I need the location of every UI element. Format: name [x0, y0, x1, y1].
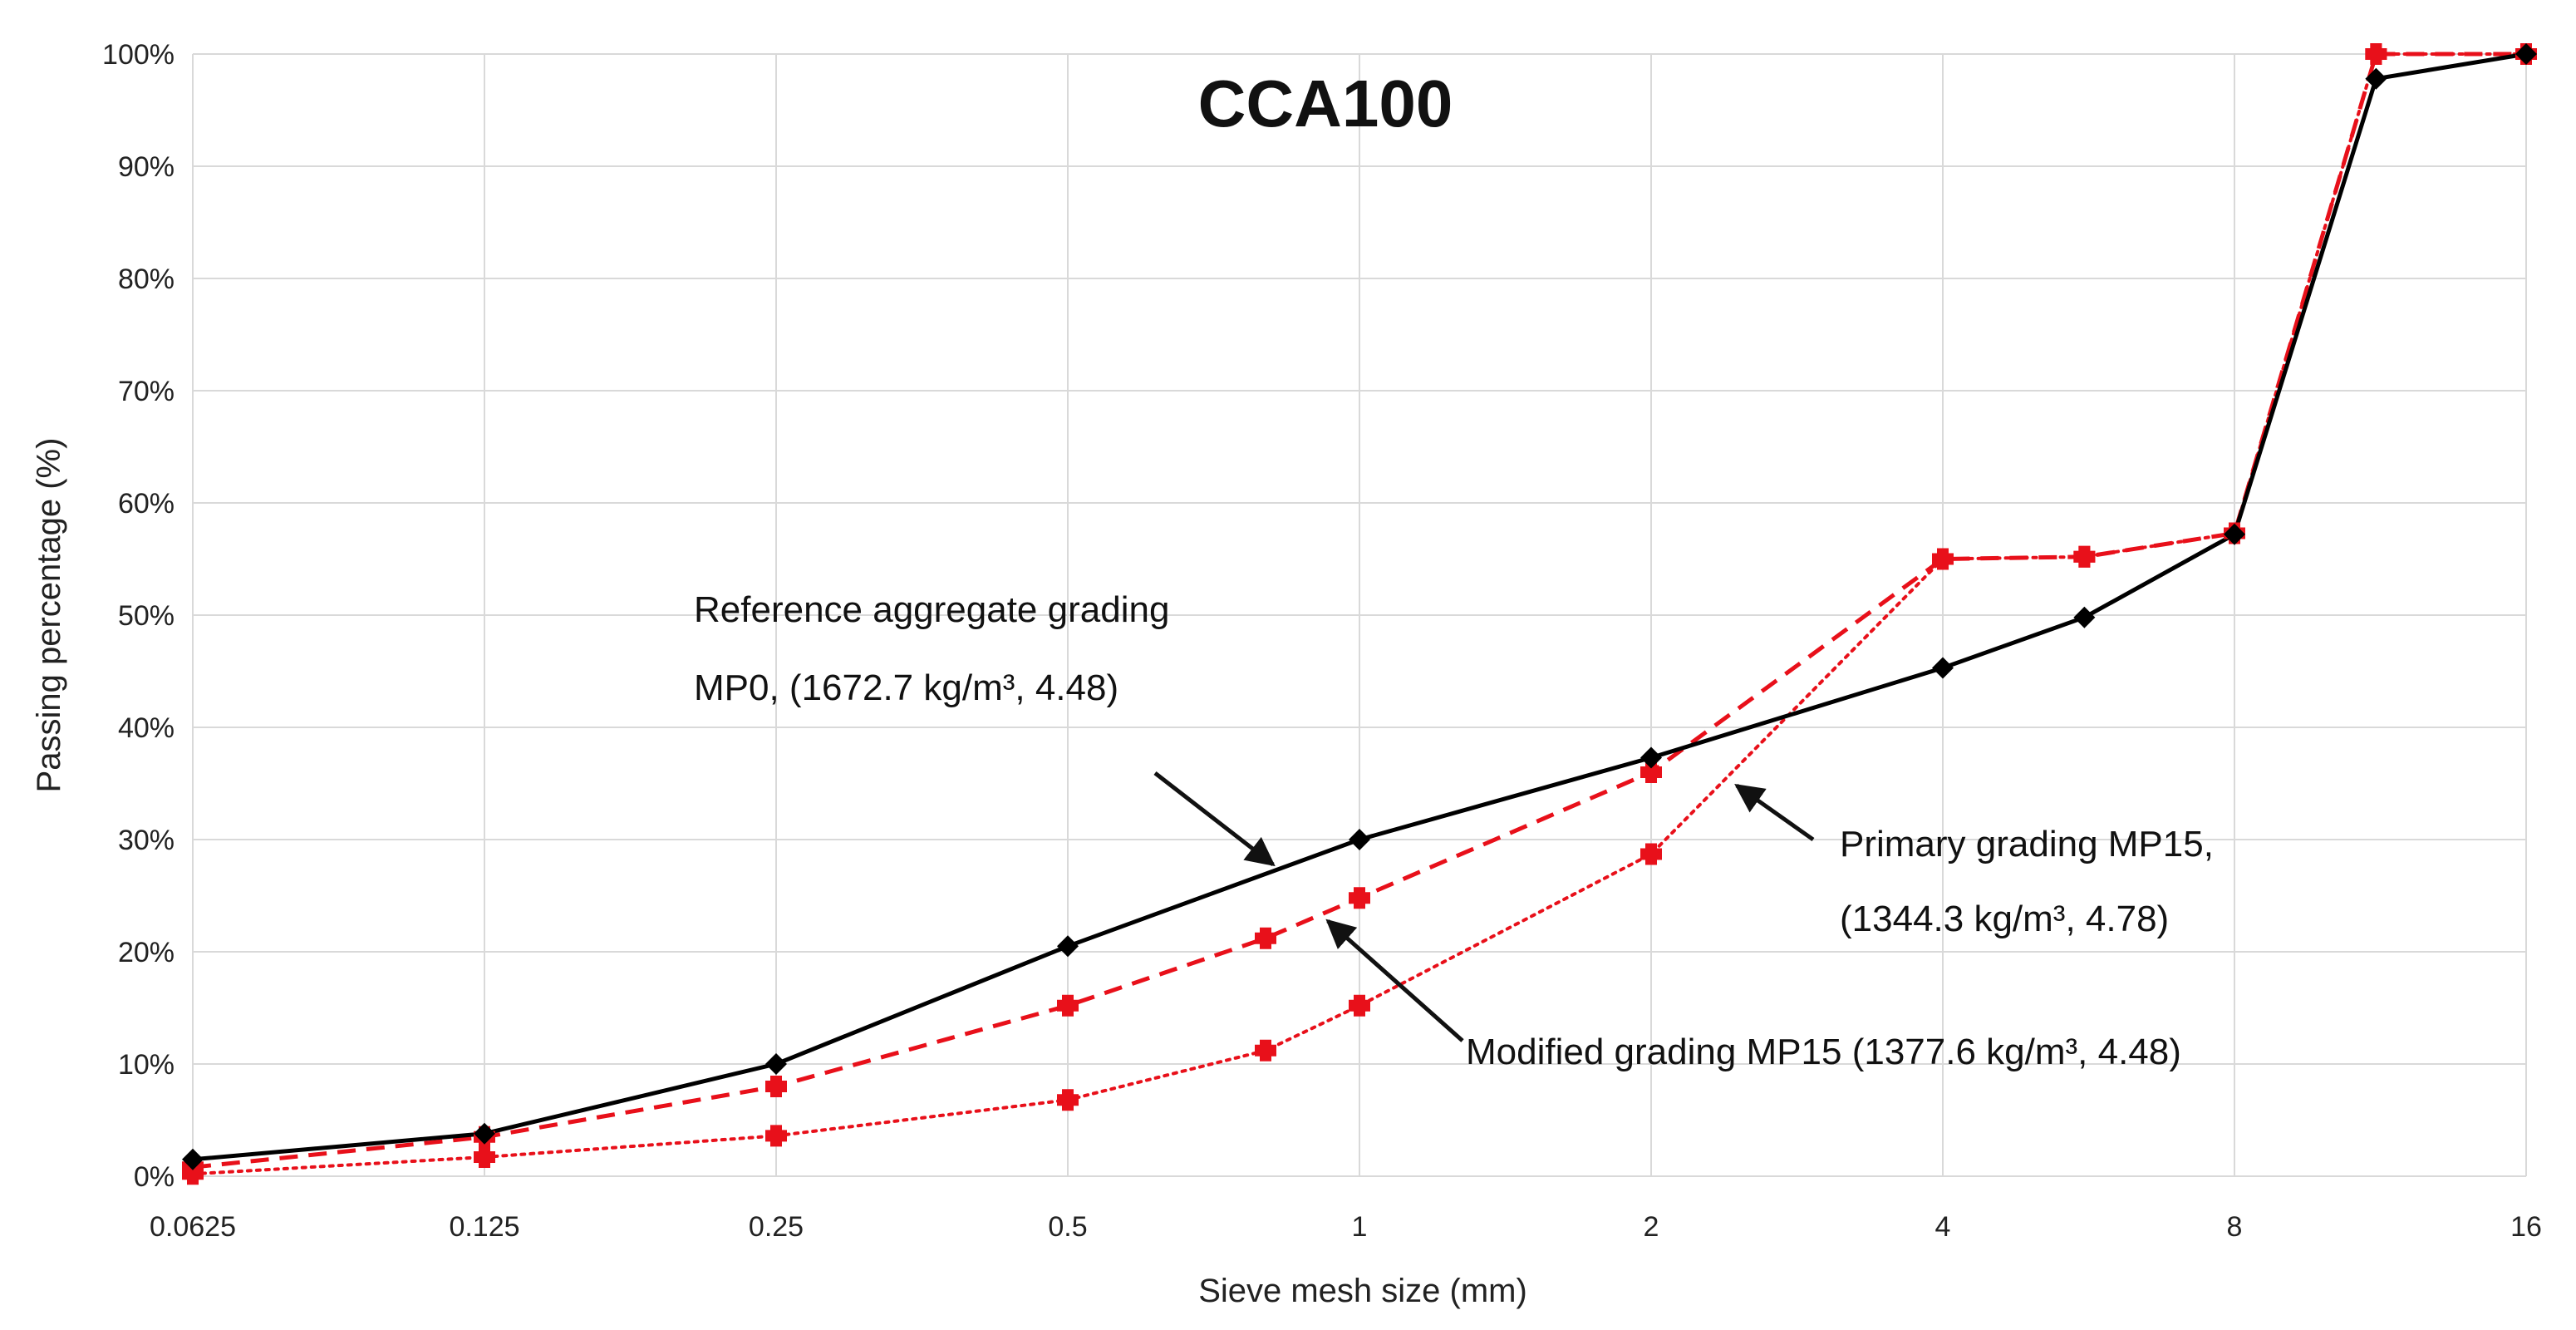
- x-tick-labels: 0.0625 0.125 0.25 0.5 1 2 4 8 16: [150, 1211, 2542, 1243]
- x-tick-label: 16: [2510, 1211, 2542, 1243]
- data-point-marker: [2224, 523, 2245, 545]
- data-point-marker: [1255, 927, 1277, 949]
- annotation-primary-arrow: [1734, 783, 1815, 842]
- y-tick-label: 20%: [118, 937, 175, 968]
- annotation-reference-arrow: [1153, 771, 1276, 867]
- data-point-marker: [765, 1125, 787, 1147]
- y-tick-label: 90%: [118, 151, 175, 183]
- y-tick-label: 100%: [102, 39, 175, 71]
- y-axis-label: Passing percentage (%): [31, 438, 67, 793]
- data-point-marker: [1349, 829, 1370, 850]
- data-point-marker: [182, 1148, 204, 1170]
- data-point-marker: [474, 1122, 495, 1145]
- gridlines: [192, 53, 2527, 1177]
- y-tick-label: 80%: [118, 264, 175, 295]
- y-tick-label: 70%: [118, 376, 175, 407]
- data-point-marker: [1349, 887, 1370, 909]
- data-point-marker: [1932, 548, 1954, 570]
- data-point-marker: [1349, 994, 1370, 1017]
- data-point-marker: [1255, 1039, 1277, 1062]
- x-tick-label: 0.0625: [150, 1211, 236, 1243]
- y-tick-label: 40%: [118, 712, 175, 744]
- data-point-marker: [1057, 1089, 1079, 1111]
- x-tick-label: 4: [1935, 1211, 1951, 1243]
- data-point-marker: [2073, 606, 2096, 628]
- y-tick-labels: 0% 10% 20% 30% 40% 50% 60% 70% 80% 90% 100%: [102, 39, 175, 1193]
- series-markers: [182, 43, 2537, 1185]
- data-point-marker: [765, 1076, 787, 1097]
- annotation-primary-line1: Primary grading MP15,: [1840, 824, 2214, 864]
- data-point-marker: [2515, 43, 2537, 65]
- data-point-marker: [474, 1146, 495, 1169]
- data-point-marker: [2365, 43, 2387, 65]
- data-point-marker: [1932, 657, 1954, 679]
- data-point-marker: [1640, 843, 1662, 865]
- y-tick-label: 30%: [118, 825, 175, 856]
- data-point-marker: [1640, 746, 1662, 769]
- x-tick-label: 8: [2227, 1211, 2243, 1243]
- data-point-marker: [765, 1053, 787, 1075]
- annotation-modified-arrow: [1325, 919, 1464, 1042]
- y-tick-label: 60%: [118, 488, 175, 520]
- x-tick-label: 0.125: [449, 1211, 519, 1243]
- data-point-marker: [1640, 761, 1662, 783]
- data-point-marker: [1057, 935, 1079, 958]
- x-tick-label: 1: [1352, 1211, 1368, 1243]
- annotation-modified: Modified grading MP15 (1377.6 kg/m³, 4.4…: [1325, 919, 2181, 1072]
- x-tick-label: 0.5: [1048, 1211, 1087, 1243]
- series-line-1: [192, 52, 2526, 1170]
- data-point-marker: [2073, 545, 2096, 568]
- annotation-modified-line1: Modified grading MP15 (1377.6 kg/m³, 4.4…: [1466, 1032, 2181, 1072]
- data-point-marker: [2365, 67, 2387, 90]
- annotation-primary-line2: (1344.3 kg/m³, 4.78): [1840, 899, 2169, 939]
- y-tick-label: 50%: [118, 600, 175, 632]
- annotation-reference-line1: Reference aggregate grading: [694, 589, 1169, 630]
- annotation-primary: Primary grading MP15, (1344.3 kg/m³, 4.7…: [1734, 783, 2214, 939]
- x-tick-label: 2: [1644, 1211, 1659, 1243]
- chart-title: CCA100: [1198, 66, 1453, 140]
- annotation-reference-line2: MP0, (1672.7 kg/m³, 4.48): [694, 667, 1118, 708]
- y-tick-label: 0%: [134, 1161, 175, 1193]
- annotation-reference: Reference aggregate grading MP0, (1672.7…: [694, 589, 1276, 867]
- x-tick-label: 0.25: [749, 1211, 804, 1243]
- x-axis-label: Sieve mesh size (mm): [1198, 1273, 1527, 1309]
- data-point-marker: [1057, 994, 1079, 1017]
- y-tick-label: 10%: [118, 1049, 175, 1081]
